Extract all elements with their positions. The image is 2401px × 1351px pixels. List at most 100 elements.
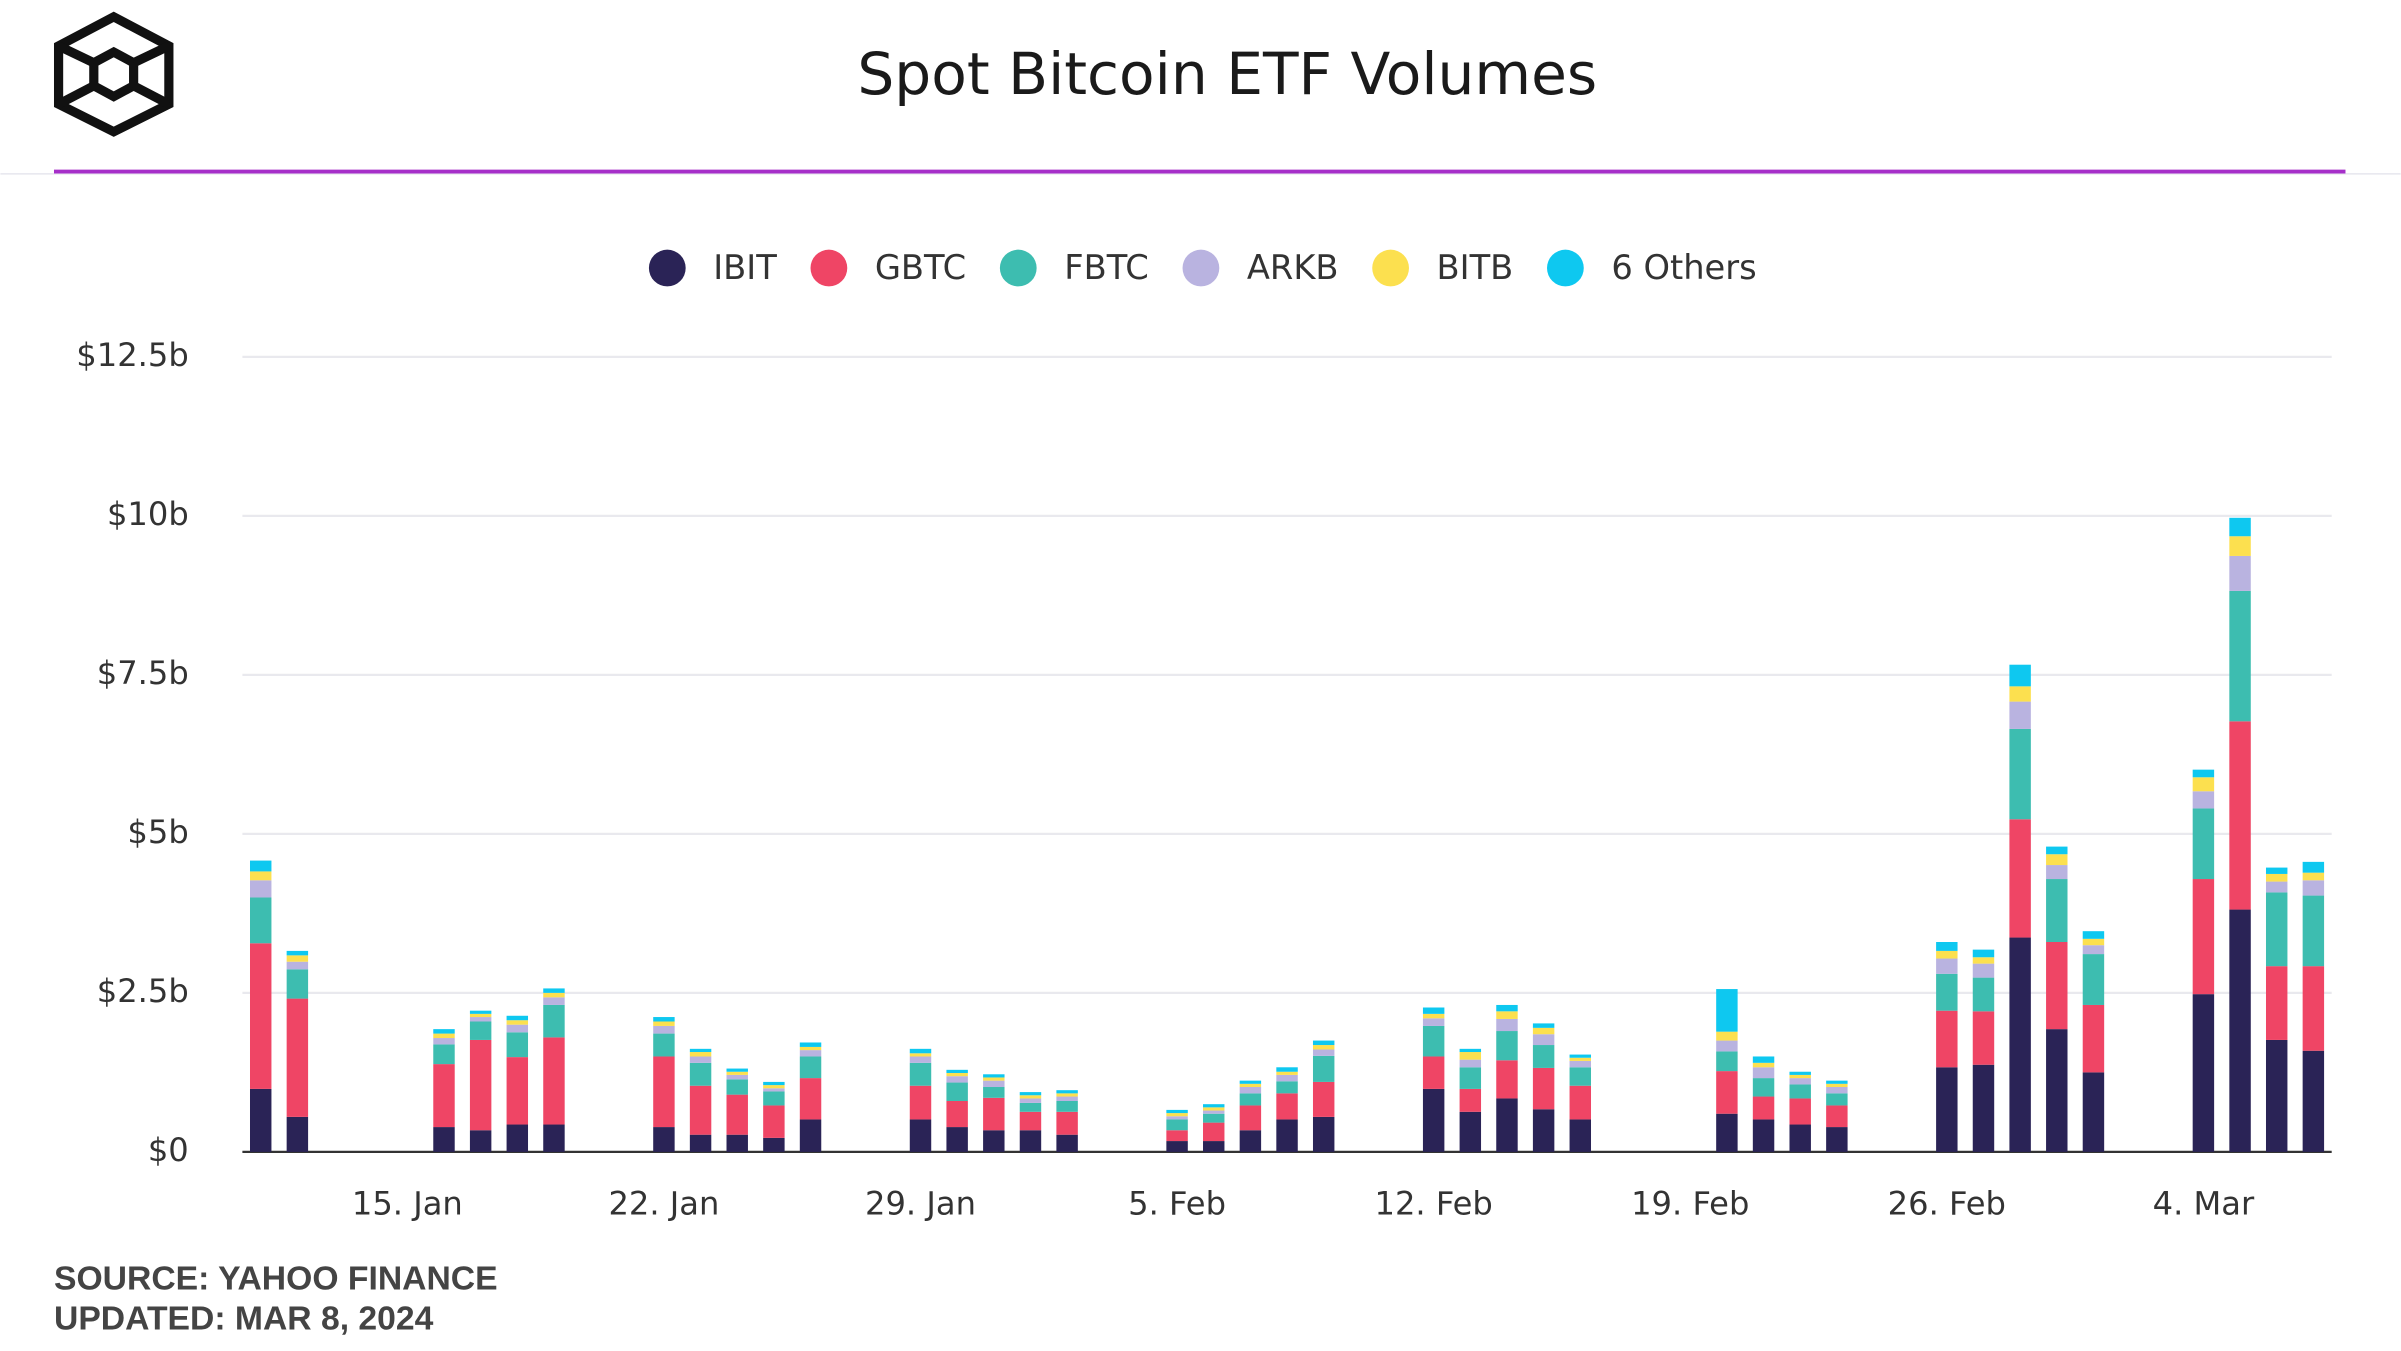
bar-segment [1166,1113,1188,1117]
bar-segment [1789,1078,1811,1085]
bar-segment [1312,1049,1335,1056]
bar-segment [1239,1087,1262,1094]
bar-segment [469,1130,492,1152]
x-tick-label: 4. Mar [2153,1184,2255,1222]
bar-segment [506,1124,529,1152]
legend-marker [999,249,1037,287]
bar-segment [286,1116,309,1152]
bar-segment [506,1032,529,1058]
bar-segment [1459,1048,1482,1053]
bar-segment [799,1046,822,1051]
bar-segment [433,1127,455,1152]
bar-segment [1166,1130,1188,1142]
bar-segment [1056,1100,1078,1112]
legend-marker [810,249,848,287]
bar-segment [543,1037,565,1125]
bar-segment [2082,954,2105,1005]
bar-segment [2229,536,2251,556]
bar-segment [2046,854,2068,866]
bar-segment [1312,1055,1335,1082]
x-tick-label: 12. Feb [1375,1184,1493,1222]
bar-segment [2192,879,2215,995]
bar-segment [249,897,272,944]
bar-segment [909,1048,932,1054]
bar-segment [2229,555,2251,591]
bar-segment [1789,1071,1811,1075]
bar-segment [2046,1029,2068,1152]
bar-segment [249,860,272,872]
bar-segment [689,1085,712,1135]
bar-segment [469,1013,492,1018]
bar-segment [689,1134,712,1152]
bar-segment [1972,949,1995,958]
bar-segment [909,1119,932,1152]
bar-segment [1276,1067,1298,1072]
bar-segment [2265,867,2288,874]
bar-segment [1972,1064,1995,1152]
bar-segment [2229,590,2251,722]
bar-segment [726,1074,748,1080]
y-tick-label: $7.5b [97,654,189,692]
bar-segment [653,1021,675,1026]
bar-segment [506,1057,529,1125]
bar-segment [763,1137,785,1152]
bar-segment [1716,1071,1738,1114]
bar-segment [1276,1071,1298,1075]
bar-segment [249,871,272,881]
bar-segment [1496,1031,1518,1061]
bar-segment [1166,1109,1188,1114]
bar-segment [2192,994,2215,1152]
bar-segment [249,880,272,898]
bar-segment [2082,938,2105,946]
x-tick-label: 19. Feb [1631,1184,1749,1222]
bar-segment [1239,1080,1262,1084]
bar-segment [1936,1067,1958,1152]
chart-title: Spot Bitcoin ETF Volumes [857,40,1597,108]
bar-segment [1312,1081,1335,1117]
bar-segment [1972,957,1995,964]
bar-segment [1752,1056,1775,1063]
bar-segment [983,1077,1005,1081]
bar-segment [763,1081,785,1086]
bar-segment [1276,1081,1298,1094]
bar-segment [1936,973,1958,1011]
bar-segment [286,955,309,962]
bar-segment [909,1085,932,1120]
bar-segment [1422,1025,1445,1057]
x-tick-label: 29. Jan [865,1184,976,1222]
bar-segment [286,998,309,1117]
bar-segment [1422,1013,1445,1019]
bar-segment [2265,1039,2288,1152]
bar-segment [1166,1141,1188,1152]
bar-segment [1422,1007,1445,1014]
bar-segment [433,1044,455,1065]
bar-segment [1056,1093,1078,1097]
bar-segment [1496,1004,1518,1012]
bar-segment [1312,1045,1335,1050]
bar-segment [726,1094,748,1135]
source-note: SOURCE: YAHOO FINANCE [54,1260,498,1297]
bar-segment [689,1052,712,1057]
bar-segment [1496,1011,1518,1019]
bar-segment [763,1085,785,1089]
bar-segment [1019,1130,1042,1152]
bar-segment [249,1088,272,1152]
bar-segment [2265,966,2288,1040]
bar-segment [2009,728,2031,820]
x-tick-label: 22. Jan [608,1184,719,1222]
logo [53,11,174,137]
bar-segment [1019,1098,1042,1103]
bar-segment [1789,1074,1811,1079]
bar-segment [1752,1067,1775,1079]
bar-segment [2082,931,2105,939]
bar-segment [2229,721,2251,910]
bar-segment [1716,989,1738,1032]
bar-segment [543,1124,565,1152]
bar-segment [1826,1087,1848,1094]
bar-segment [1422,1056,1445,1089]
bar-segment [2265,892,2288,967]
bar-segment [1239,1093,1262,1106]
bar-segment [2046,941,2068,1030]
legend-label: BITB [1437,248,1514,287]
bar-segment [1532,1027,1555,1035]
